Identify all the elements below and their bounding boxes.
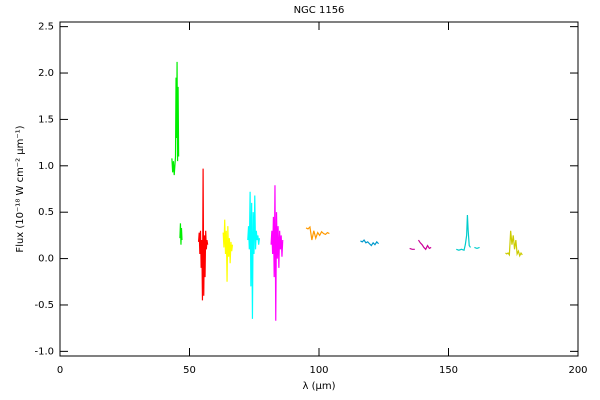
y-axis-label: Flux (10⁻¹⁸ W cm⁻² μm⁻¹) — [15, 125, 26, 252]
y-tick-label: 2.5 — [38, 22, 54, 33]
x-axis-label: λ (μm) — [302, 381, 335, 392]
y-tick-label: 0.0 — [38, 254, 54, 265]
spectrum-line — [222, 219, 234, 282]
y-tick-label: -1.0 — [34, 346, 54, 357]
x-tick-label: 0 — [57, 365, 63, 376]
y-tick-label: 0.5 — [38, 207, 54, 218]
spectrum-line — [197, 168, 209, 301]
spectrum-line — [171, 61, 183, 245]
chart-title: NGC 1156 — [294, 5, 345, 16]
spectrum-line — [270, 185, 284, 321]
spectrum-line — [456, 214, 480, 252]
x-tick-label: 150 — [439, 365, 458, 376]
spectrum-line — [360, 239, 380, 247]
spectrum-line — [305, 225, 330, 241]
y-tick-label: -0.5 — [34, 300, 54, 311]
plot-frame — [59, 21, 579, 357]
spectrum-line — [247, 191, 261, 319]
y-tick-label: 2.0 — [38, 68, 54, 79]
x-tick-label: 50 — [183, 365, 196, 376]
y-tick-label: 1.0 — [38, 161, 54, 172]
y-tick-label: 1.5 — [38, 114, 54, 125]
x-tick-label: 100 — [309, 365, 328, 376]
spectrum-line — [505, 230, 523, 258]
x-tick-label: 200 — [568, 365, 587, 376]
spectrum-line — [409, 239, 432, 251]
